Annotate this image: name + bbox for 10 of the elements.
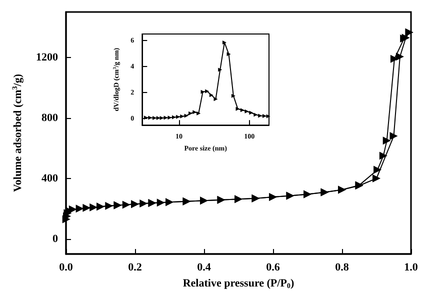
x-tick-label: 0.2: [128, 262, 142, 274]
x-tick-label: 0.6: [266, 262, 280, 274]
x-tick-label: 0.0: [59, 262, 74, 274]
y-tick-label: 400: [42, 172, 58, 184]
y-tick-label: 0: [52, 232, 58, 245]
y-tick-label: 1200: [36, 51, 58, 64]
y-tick-label: 800: [42, 112, 58, 124]
x-tick-label: 1.0: [404, 262, 418, 274]
x-tick-label: 0.8: [335, 262, 350, 274]
x-tick-label: 0.4: [197, 262, 212, 274]
